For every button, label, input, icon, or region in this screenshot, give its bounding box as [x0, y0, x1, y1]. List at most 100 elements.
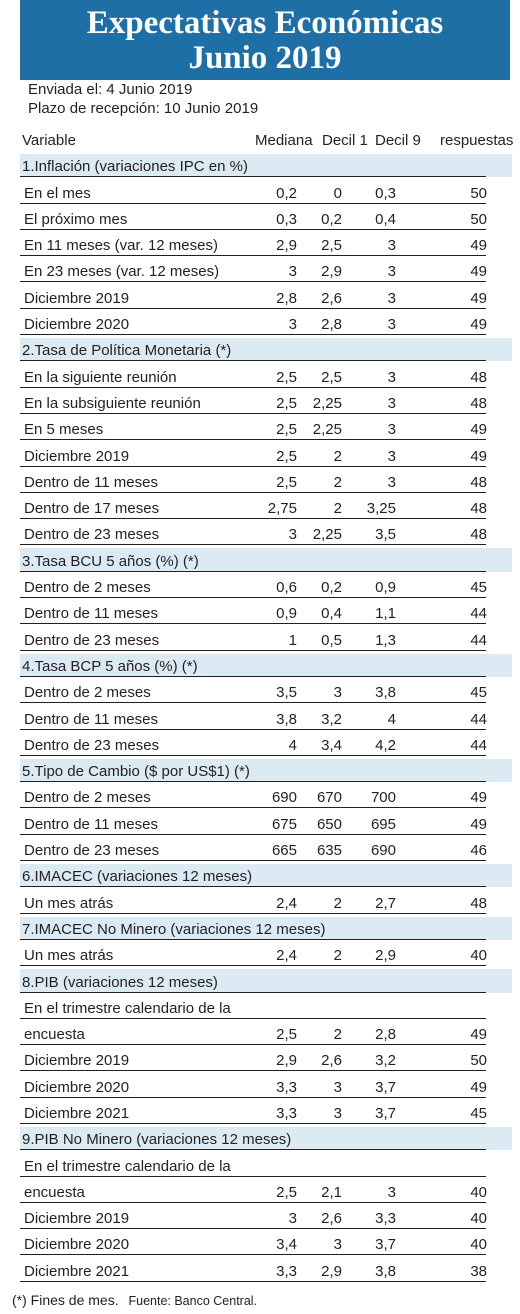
- cell-decile-9: 2,8: [375, 1026, 396, 1044]
- cell-decile-1: 2,6: [321, 1052, 342, 1070]
- cell-decile-1: 0: [333, 184, 342, 202]
- table-row: Diciembre 2021 3,3 3 3,7 45: [0, 1099, 520, 1125]
- cell-decile-9: 3: [387, 447, 396, 465]
- cell-decile-9: 3: [387, 368, 396, 386]
- table-row: encuesta 2,5 2,1 3 40: [0, 1178, 520, 1204]
- row-label: Dentro de 23 meses: [24, 842, 160, 860]
- section-band: [20, 916, 512, 940]
- cell-median: 0,6: [276, 579, 297, 597]
- cell-median: 2,4: [276, 947, 297, 965]
- row-label: encuesta: [24, 1183, 85, 1201]
- cell-decile-1: 2,25: [312, 421, 342, 439]
- row-divider: [20, 597, 486, 599]
- footer: (*) Fines de mes. Fuente: Banco Central.: [12, 1292, 257, 1308]
- row-label: Dentro de 2 meses: [24, 789, 151, 807]
- section-row: 3.Tasa BCU 5 años (%) (*): [0, 546, 520, 572]
- cell-decile-9: 700: [370, 789, 396, 807]
- cell-decile-1: 2: [333, 1026, 342, 1044]
- cell-decile-1: 2,1: [321, 1183, 342, 1201]
- row-label: Dentro de 11 meses: [24, 605, 158, 623]
- row-divider: [20, 386, 486, 388]
- table-row: Dentro de 23 meses 665 635 690 46: [0, 836, 520, 862]
- section-row: 7.IMACEC No Minero (variaciones 12 meses…: [0, 915, 520, 941]
- row-label: En el trimestre calendario de la: [24, 999, 231, 1017]
- cell-responses: 49: [470, 237, 487, 255]
- row-divider: [20, 1201, 486, 1203]
- row-label: Diciembre 2020: [24, 1236, 130, 1254]
- cell-median: 4: [288, 736, 297, 754]
- cell-decile-1: 3: [333, 1104, 342, 1122]
- cell-median: 675: [271, 815, 297, 833]
- row-label: Dentro de 2 meses: [24, 579, 151, 597]
- expectations-table: 1.Inflación (variaciones IPC en %) En el …: [0, 152, 520, 1283]
- cell-median: 0,3: [276, 210, 297, 228]
- table-row: Diciembre 2021 3,3 2,9 3,8 38: [0, 1256, 520, 1282]
- cell-responses: 45: [470, 1104, 487, 1122]
- cell-median: 3,8: [276, 710, 297, 728]
- cell-decile-9: 3: [387, 421, 396, 439]
- row-label: Diciembre 2019: [24, 1210, 130, 1228]
- cell-median: 3,3: [276, 1262, 297, 1280]
- cell-responses: 49: [470, 447, 487, 465]
- cell-decile-1: 2,25: [312, 526, 342, 544]
- cell-decile-1: 3,4: [321, 736, 342, 754]
- row-divider: [20, 281, 486, 283]
- deadline-date: Plazo de recepción: 10 Junio 2019: [28, 100, 259, 117]
- cell-decile-9: 3: [387, 316, 396, 334]
- row-divider: [20, 807, 486, 809]
- table-row: En 23 meses (var. 12 meses) 3 2,9 3 49: [0, 257, 520, 283]
- section-row: 8.PIB (variaciones 12 meses): [0, 967, 520, 993]
- table-row: Diciembre 2020 3 2,8 3 49: [0, 310, 520, 336]
- cell-responses: 49: [470, 1026, 487, 1044]
- row-divider: [20, 860, 486, 862]
- cell-decile-1: 2,5: [321, 237, 342, 255]
- table-row: Diciembre 2019 3 2,6 3,3 40: [0, 1204, 520, 1230]
- section-label: 7.IMACEC No Minero (variaciones 12 meses…: [22, 920, 326, 938]
- table-row: Dentro de 23 meses 4 3,4 4,2 44: [0, 731, 520, 757]
- row-divider: [20, 1096, 486, 1098]
- row-divider: [20, 781, 486, 783]
- row-label: En la subsiguiente reunión: [24, 394, 201, 412]
- row-divider: [20, 886, 486, 888]
- cell-decile-1: 2,8: [321, 316, 342, 334]
- table-row: En el mes 0,2 0 0,3 50: [0, 178, 520, 204]
- table-row: En 11 meses (var. 12 meses) 2,9 2,5 3 49: [0, 231, 520, 257]
- cell-decile-9: 4,2: [375, 736, 396, 754]
- title-line-1: Expectativas Económicas: [86, 5, 444, 41]
- section-label: 4.Tasa BCP 5 años (%) (*): [22, 657, 198, 675]
- row-divider: [20, 623, 486, 625]
- cell-responses: 49: [470, 263, 487, 281]
- row-label: Diciembre 2019: [24, 289, 130, 307]
- row-divider: [20, 833, 486, 835]
- cell-decile-1: 2: [333, 947, 342, 965]
- row-divider: [20, 991, 486, 993]
- table-row: Dentro de 17 meses 2,75 2 3,25 48: [0, 494, 520, 520]
- row-label: Dentro de 23 meses: [24, 736, 160, 754]
- cell-median: 2,9: [276, 237, 297, 255]
- cell-decile-9: 3,8: [375, 1262, 396, 1280]
- cell-responses: 38: [470, 1262, 487, 1280]
- cell-median: 2,75: [267, 500, 297, 518]
- table-row: En la subsiguiente reunión 2,5 2,25 3 48: [0, 389, 520, 415]
- row-divider: [20, 1044, 486, 1046]
- table-row: Dentro de 11 meses 675 650 695 49: [0, 809, 520, 835]
- cell-decile-1: 2,9: [321, 1262, 342, 1280]
- cell-decile-9: 0,4: [375, 210, 396, 228]
- cell-decile-1: 2: [333, 473, 342, 491]
- cell-decile-9: 3,8: [375, 684, 396, 702]
- cell-decile-9: 695: [370, 815, 396, 833]
- row-divider: [20, 439, 486, 441]
- row-divider: [20, 491, 486, 493]
- table-row: encuesta 2,5 2 2,8 49: [0, 1020, 520, 1046]
- section-row: 1.Inflación (variaciones IPC en %): [0, 152, 520, 178]
- section-band: [20, 338, 512, 362]
- cell-median: 2,4: [276, 894, 297, 912]
- row-label: Dentro de 23 meses: [24, 631, 160, 649]
- cell-responses: 44: [470, 710, 487, 728]
- row-label: Dentro de 11 meses: [24, 815, 158, 833]
- row-label: Dentro de 11 meses: [24, 473, 158, 491]
- section-label: 9.PIB No Minero (variaciones 12 meses): [22, 1131, 292, 1149]
- row-label: Diciembre 2020: [24, 1078, 130, 1096]
- table-row: Dentro de 23 meses 3 2,25 3,5 48: [0, 520, 520, 546]
- cell-decile-1: 0,2: [321, 210, 342, 228]
